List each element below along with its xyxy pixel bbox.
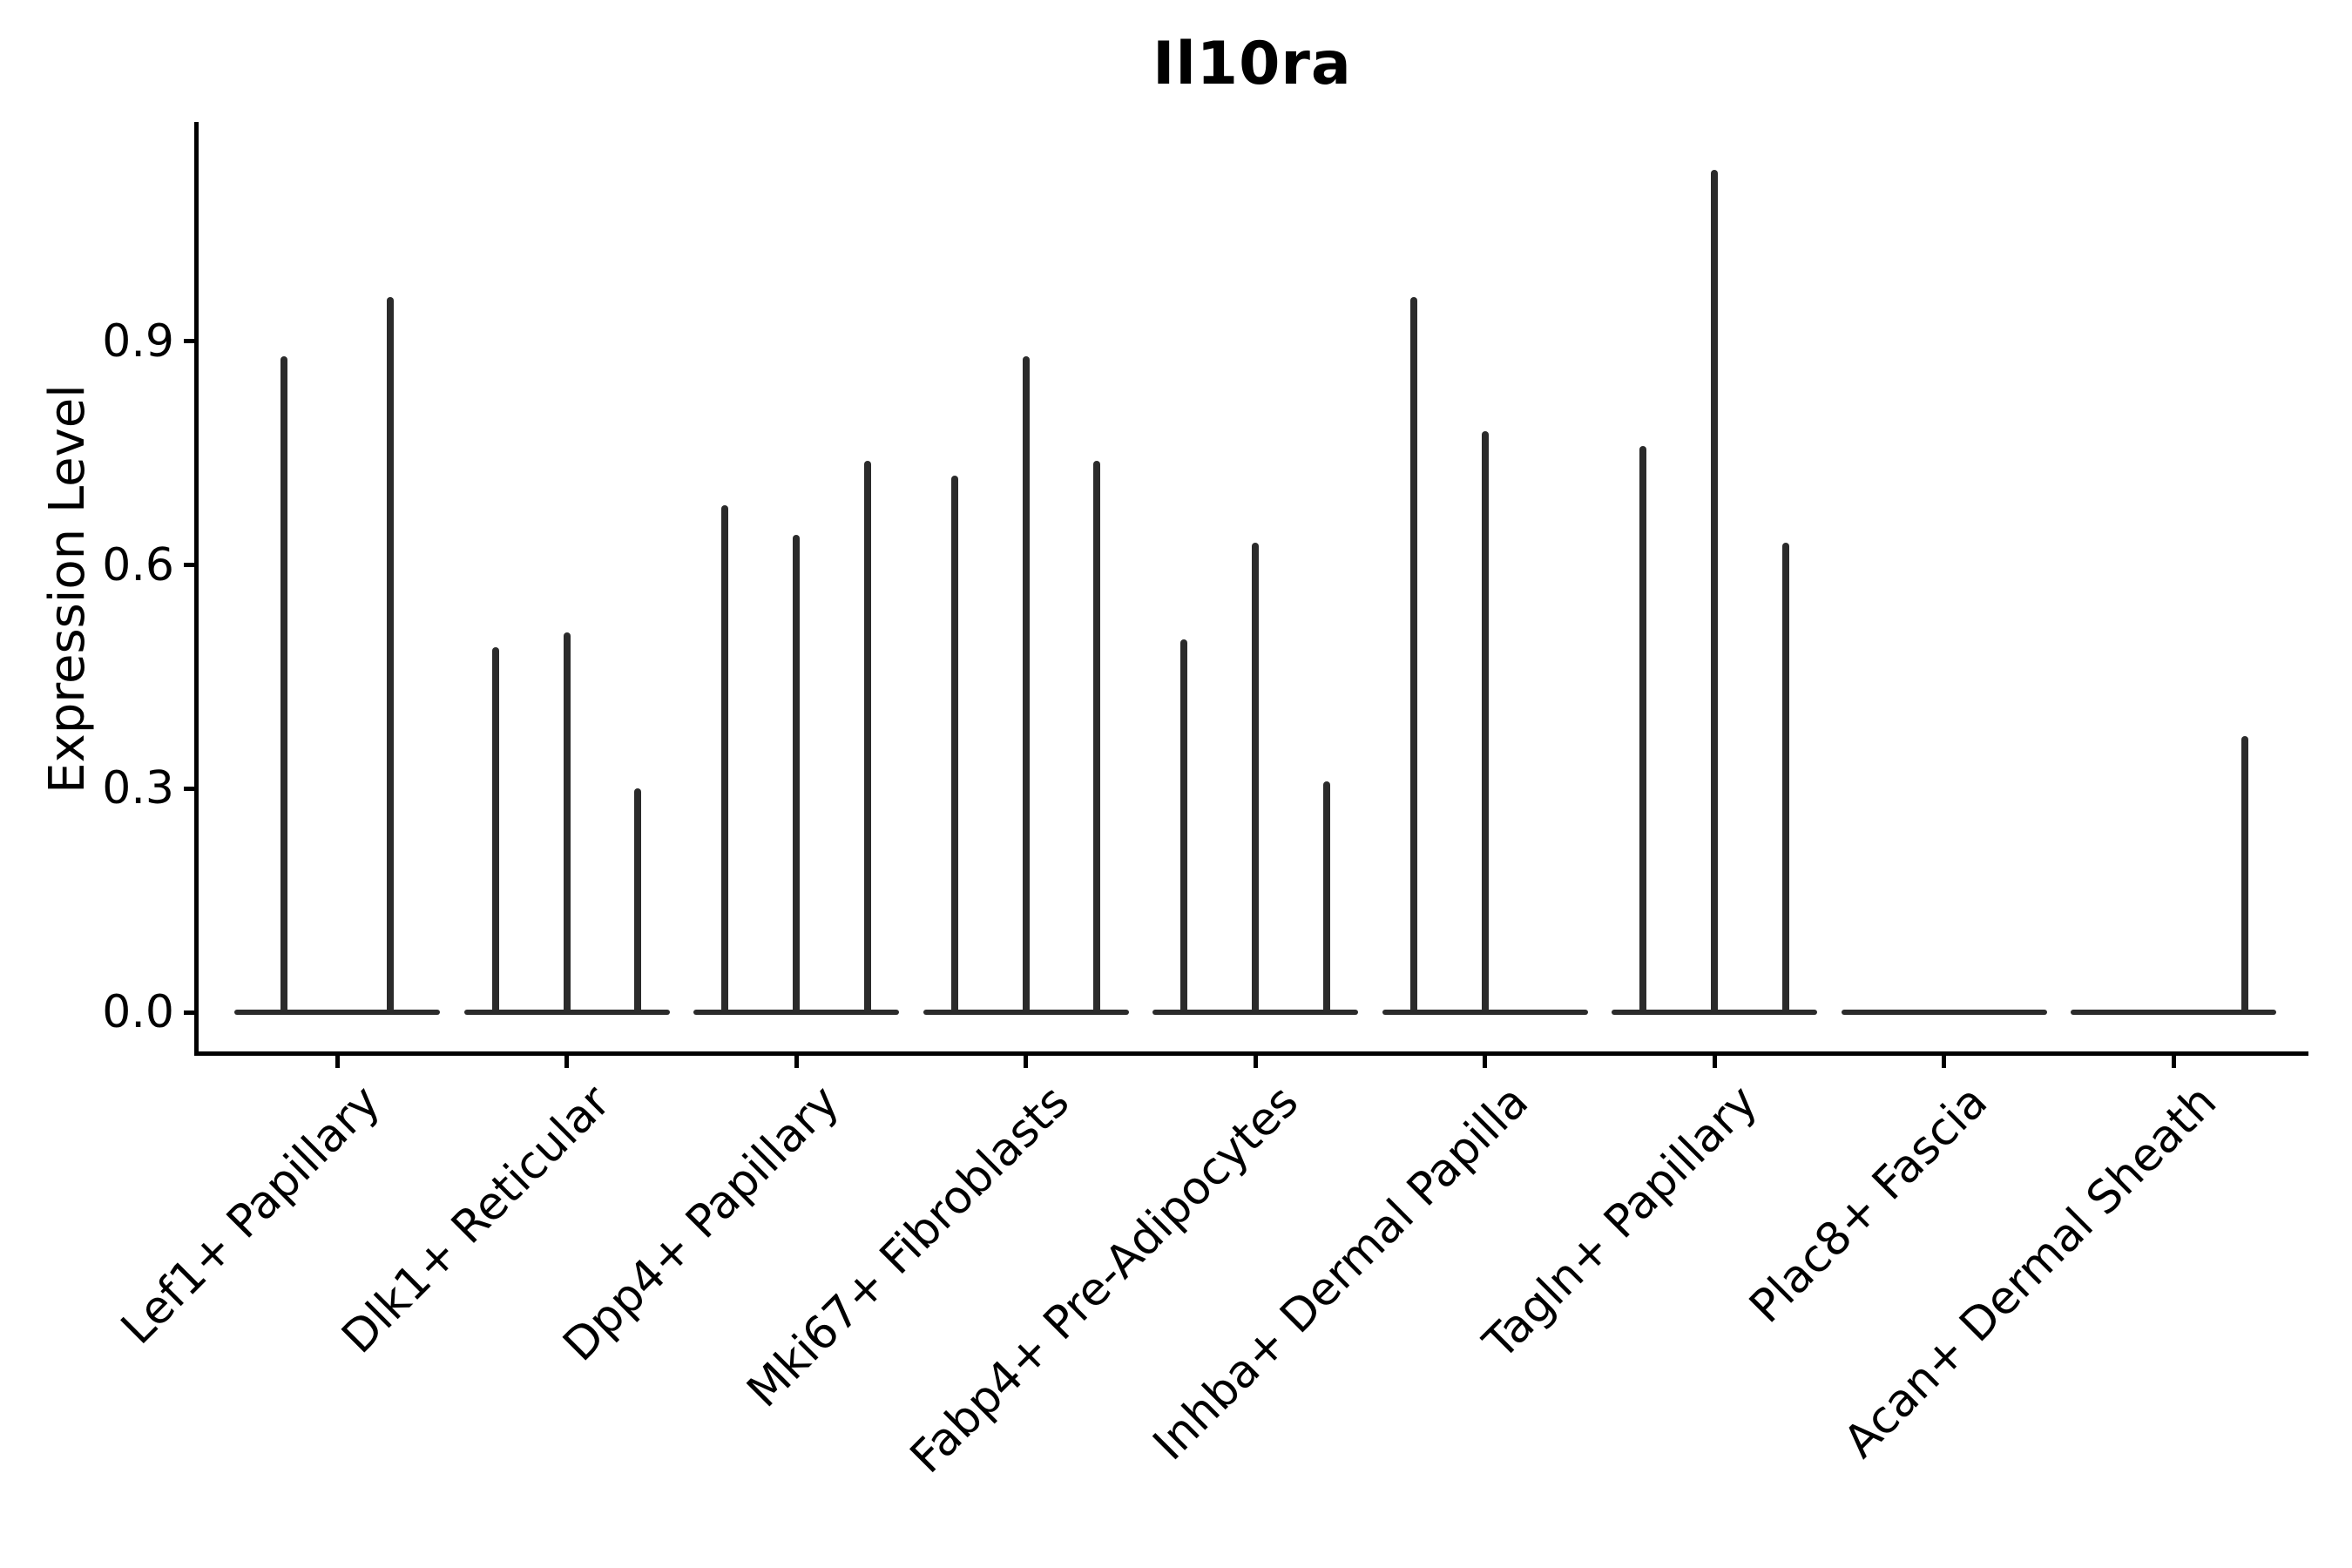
violin-spike [1781,542,1789,1012]
violin-spike [950,475,958,1012]
violin-spike [1180,639,1188,1012]
x-tick-label: Dlk1+ Reticular [331,1075,620,1364]
x-tick-label: Dpp4+ Papillary [553,1075,850,1372]
violin-spike [1252,542,1259,1012]
y-tick-mark [184,339,196,344]
x-tick-label: Plac8+ Fascia [1739,1075,1997,1334]
x-tick-mark [794,1056,799,1068]
violin-baseline [234,1010,440,1015]
x-tick-mark [1712,1056,1717,1068]
y-tick-label: 0.9 [102,314,174,368]
violin-baseline [923,1010,1129,1015]
y-tick-label: 0.6 [102,538,174,591]
violin-spike [721,505,729,1012]
violin-spike [563,632,571,1012]
violin-baseline [1382,1010,1588,1015]
x-tick-mark [2171,1056,2176,1068]
y-tick-label: 0.0 [102,986,174,1038]
violin-baseline [463,1010,670,1015]
x-tick-label: Tagln+ Papillary [1473,1075,1768,1369]
violin-baseline [693,1010,899,1015]
violin-spike [491,646,499,1012]
violin-spike [386,296,394,1012]
violin-baseline [1841,1010,2047,1015]
x-tick-mark [1024,1056,1028,1068]
y-tick-mark [184,1010,196,1015]
x-tick-label: Fabp4+ Pre-Adipocytes [900,1075,1309,1484]
x-tick-label: Lef1+ Papillary [111,1075,391,1355]
chart-title: Il10ra [1152,30,1352,98]
x-axis-spine [194,1051,2308,1056]
x-tick-mark [1942,1056,1946,1068]
violin-spike [634,788,642,1012]
violin-spike [1481,430,1489,1012]
y-tick-mark [184,563,196,568]
violin-spike [1022,356,1030,1012]
violin-spike [1093,460,1101,1012]
x-tick-mark [335,1056,340,1068]
violin-spike [1711,170,1718,1012]
violin-baseline [1152,1010,1358,1015]
y-axis-spine [194,122,199,1056]
violin-spike [1639,445,1647,1012]
x-tick-mark [564,1056,569,1068]
violin-baseline [2071,1010,2276,1015]
violin-spike [863,460,871,1012]
x-tick-mark [1483,1056,1487,1068]
violin-spike [280,356,288,1012]
x-tick-label: Acan+ Dermal Sheath [1834,1075,2227,1469]
violin-spike [1322,781,1330,1012]
x-tick-label: Inhba+ Dermal Papilla [1143,1075,1538,1471]
y-tick-label: 0.3 [102,762,174,815]
violin-baseline [1612,1010,1817,1015]
x-tick-mark [1253,1056,1258,1068]
violin-spike [2240,736,2248,1012]
violin-spike [793,535,800,1012]
violin-spike [1409,296,1417,1012]
y-tick-mark [184,786,196,791]
x-tick-label: Mki67+ Fibroblasts [737,1075,1079,1418]
